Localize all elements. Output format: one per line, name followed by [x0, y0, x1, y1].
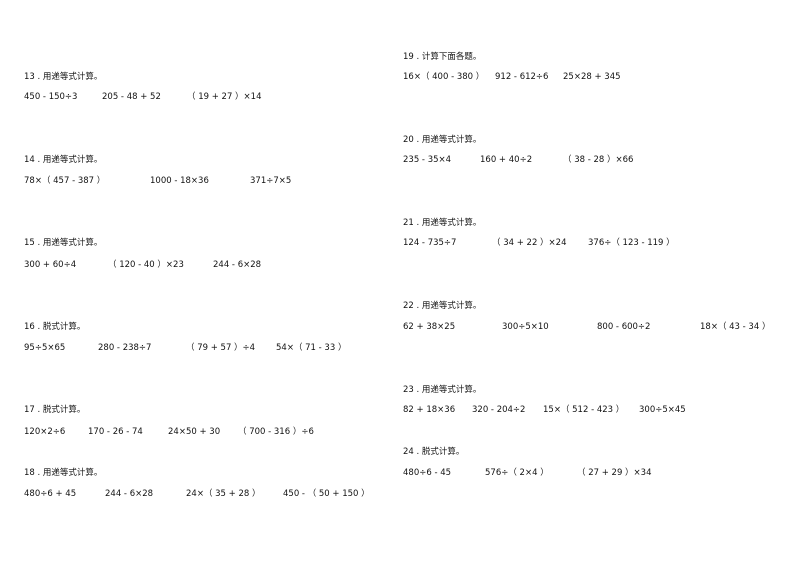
- question-title: 13 . 用递等式计算。: [24, 72, 103, 82]
- expression: 244 - 6×28: [105, 489, 154, 499]
- question-title: 21 . 用递等式计算。: [403, 218, 482, 228]
- expression: （ 19 + 27 ）×14: [187, 92, 262, 102]
- expression: 160 + 40÷2: [480, 155, 533, 165]
- expression: 371÷7×5: [250, 176, 292, 186]
- expression: （ 34 + 22 ）×24: [492, 238, 567, 248]
- expression: 300 + 60÷4: [24, 260, 77, 270]
- expression: 24×50 + 30: [168, 427, 221, 437]
- expression: （ 38 - 28 ）×66: [563, 155, 634, 165]
- question-title: 16 . 脱式计算。: [24, 322, 86, 332]
- expression: 54×（ 71 - 33 ）: [276, 343, 347, 353]
- expression: 78×（ 457 - 387 ）: [24, 176, 106, 186]
- expression: 25×28 + 345: [563, 72, 621, 82]
- expression: 376÷（ 123 - 119 ）: [588, 238, 675, 248]
- expression: （ 120 - 40 ）×23: [108, 260, 184, 270]
- expression: （ 27 + 29 ）×34: [577, 468, 652, 478]
- expression: 18×（ 43 - 34 ）: [700, 322, 771, 332]
- expression: 576÷（ 2×4 ）: [485, 468, 549, 478]
- expression: 235 - 35×4: [403, 155, 452, 165]
- expression: 95÷5×65: [24, 343, 66, 353]
- expression: 300÷5×45: [639, 405, 686, 415]
- expression: 450 - （ 50 + 150 ）: [283, 489, 370, 499]
- question-title: 14 . 用递等式计算。: [24, 155, 103, 165]
- expression: 16×（ 400 - 380 ）: [403, 72, 485, 82]
- expression: 320 - 204÷2: [472, 405, 526, 415]
- expression: 480÷6 - 45: [403, 468, 452, 478]
- expression: 120×2÷6: [24, 427, 66, 437]
- expression: 912 - 612÷6: [495, 72, 549, 82]
- expression: 450 - 150÷3: [24, 92, 78, 102]
- expression: 1000 - 18×36: [150, 176, 209, 186]
- expression: 244 - 6×28: [213, 260, 262, 270]
- question-title: 17 . 脱式计算。: [24, 405, 86, 415]
- expression: 300÷5×10: [502, 322, 549, 332]
- question-title: 19 . 计算下面各题。: [403, 52, 482, 62]
- question-title: 20 . 用递等式计算。: [403, 135, 482, 145]
- expression: 15×（ 512 - 423 ）: [543, 405, 625, 415]
- expression: 800 - 600÷2: [597, 322, 651, 332]
- question-title: 22 . 用递等式计算。: [403, 301, 482, 311]
- expression: 205 - 48 + 52: [102, 92, 161, 102]
- expression: 24×（ 35 + 28 ）: [186, 489, 261, 499]
- question-title: 24 . 脱式计算。: [403, 447, 465, 457]
- expression: （ 700 - 316 ）÷6: [238, 427, 314, 437]
- expression: 62 + 38×25: [403, 322, 456, 332]
- expression: 280 - 238÷7: [98, 343, 152, 353]
- expression: 82 + 18×36: [403, 405, 456, 415]
- question-title: 23 . 用递等式计算。: [403, 385, 482, 395]
- question-title: 18 . 用递等式计算。: [24, 468, 103, 478]
- expression: 170 - 26 - 74: [88, 427, 143, 437]
- expression: 124 - 735÷7: [403, 238, 457, 248]
- expression: 480÷6 + 45: [24, 489, 77, 499]
- expression: （ 79 + 57 ）÷4: [186, 343, 256, 353]
- question-title: 15 . 用递等式计算。: [24, 238, 103, 248]
